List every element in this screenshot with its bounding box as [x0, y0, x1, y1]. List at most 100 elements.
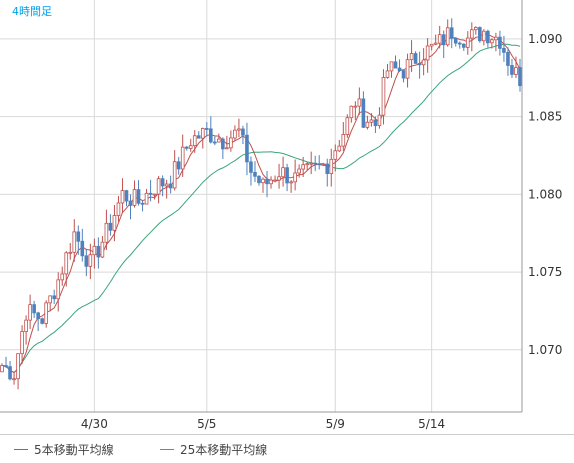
candle-body	[301, 164, 305, 170]
candle-body	[184, 146, 189, 149]
candle-body	[204, 128, 209, 130]
candle-body	[478, 27, 482, 42]
candle-body	[56, 279, 61, 300]
candle-body	[337, 145, 342, 152]
candle-body	[92, 245, 97, 256]
candle-body	[293, 172, 297, 183]
candle-body	[156, 178, 161, 195]
candle-body	[136, 189, 141, 204]
candle-body	[506, 51, 510, 66]
candle-body	[405, 59, 410, 79]
ma5-layer	[1, 32, 521, 374]
candle-body	[120, 190, 125, 204]
legend-item-ma5: 5本移動平均線	[14, 441, 114, 458]
candle-body	[373, 119, 378, 127]
candle-body	[20, 331, 24, 355]
candle-body	[76, 231, 81, 242]
candle-body	[192, 135, 197, 147]
candle-body	[281, 167, 285, 178]
candle-body	[490, 39, 494, 44]
candle-body	[273, 179, 277, 182]
candle-body	[285, 167, 289, 184]
candle-body	[96, 245, 101, 258]
candle-body	[333, 150, 338, 160]
candle-body	[385, 70, 390, 78]
candle-body	[4, 365, 8, 368]
candle-body	[152, 193, 157, 196]
candle-body	[317, 163, 322, 166]
x-tick-label: 4/30	[81, 417, 108, 431]
legend-swatch-ma25	[160, 449, 174, 450]
candle-body	[369, 119, 374, 123]
candle-body	[397, 67, 402, 72]
candle-body	[389, 61, 394, 72]
candle-body	[40, 318, 44, 324]
candle-body	[196, 135, 201, 139]
candle-body	[441, 34, 446, 46]
candle-body	[128, 200, 133, 206]
candle-body	[237, 128, 241, 131]
x-tick-label: 5/5	[197, 417, 216, 431]
legend-item-ma25: 25本移動平均線	[160, 441, 267, 458]
candle-body	[353, 105, 358, 108]
candle-body	[88, 254, 93, 267]
candle-body	[104, 222, 109, 243]
candle-body	[401, 70, 406, 79]
candle-body	[28, 304, 32, 321]
candle-body	[498, 36, 502, 49]
candle-body	[486, 30, 490, 44]
candle-body	[132, 189, 137, 206]
candle-body	[341, 134, 346, 147]
candle-body	[180, 146, 185, 170]
candle-body	[305, 163, 309, 166]
candle-body	[84, 255, 89, 267]
candle-body	[168, 183, 173, 189]
y-tick-label: 1.080	[528, 187, 562, 201]
candle-body	[48, 295, 52, 304]
candle-body	[72, 231, 77, 253]
candle-body	[108, 222, 113, 231]
candle-body	[377, 114, 382, 127]
candle-body	[325, 163, 330, 175]
candle-body	[124, 190, 129, 202]
candle-body	[217, 138, 221, 143]
candle-body	[349, 105, 354, 119]
candle-body	[494, 36, 498, 41]
candle-body	[32, 304, 36, 314]
chart-title: 4時間足	[12, 5, 52, 18]
candle-body	[502, 47, 506, 53]
candle-layer	[0, 18, 522, 390]
candle-body	[0, 365, 4, 373]
legend-label-ma5: 5本移動平均線	[34, 443, 114, 457]
candle-body	[225, 147, 229, 150]
candle-body	[188, 145, 193, 149]
candle-body	[357, 98, 362, 107]
candle-body	[100, 241, 105, 258]
candle-body	[417, 63, 422, 66]
grid-layer	[0, 0, 522, 412]
candle-body	[429, 43, 434, 47]
candle-body	[140, 202, 145, 205]
candle-body	[68, 251, 73, 254]
candle-body	[24, 319, 28, 332]
candle-body	[8, 366, 12, 380]
candle-body	[12, 378, 16, 381]
candle-body	[518, 67, 522, 87]
candle-body	[176, 161, 181, 170]
candle-body	[482, 30, 486, 42]
axis-layer: 1.090 1.085 1.080 1.075 1.070 4/30 5/5 5/9 5/14	[0, 0, 562, 431]
candle-body	[425, 45, 430, 61]
candle-body	[60, 273, 65, 281]
candle-body	[329, 158, 334, 175]
candle-body	[64, 252, 69, 275]
candle-body	[453, 37, 458, 44]
candle-body	[36, 312, 40, 320]
legend-swatch-ma5	[14, 449, 28, 450]
candle-body	[381, 77, 386, 116]
y-tick-label: 1.085	[528, 110, 562, 124]
candle-body	[249, 161, 253, 173]
candle-body	[241, 128, 245, 136]
candle-body	[112, 215, 117, 231]
candle-body	[421, 59, 426, 66]
